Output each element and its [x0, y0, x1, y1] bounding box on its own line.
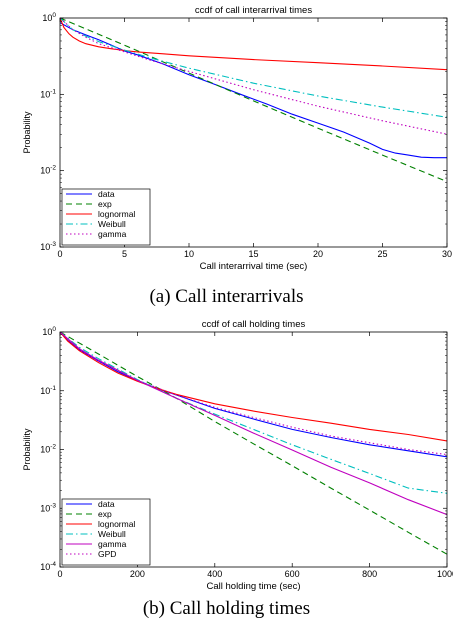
chart0-legend-label-data: data — [98, 189, 115, 199]
chart1-legend-box — [61, 498, 151, 566]
chart0-xtick-label: 5 — [122, 249, 127, 259]
caption-interarrival: (a) Call interarrivals — [149, 286, 304, 307]
chart-panel-interarrival: ccdf of call interarrival times 0 5 10 15 20 2… — [0, 0, 453, 312]
chart1-title: ccdf of call holding times — [202, 319, 306, 330]
chart0-xtick-label: 25 — [377, 249, 387, 259]
chart0-xtick-label: 10 — [184, 249, 194, 259]
chart1-legend-label-lognormal: lognormal — [98, 519, 135, 529]
chart1-legend-label-gamma: gamma — [98, 539, 127, 549]
chart1-xtick-label: 600 — [285, 569, 300, 579]
interarrival-chart: ccdf of call interarrival times 0 5 10 15 20 2… — [22, 5, 452, 272]
chart1-series-gpd-line — [60, 332, 447, 456]
chart0-xtick-label: 20 — [313, 249, 323, 259]
holding-chart: ccdf of call holding times 0 200 400 600 800 1… — [22, 319, 453, 592]
chart0-ytick-label: 10-3 — [40, 241, 56, 252]
chart1-series-data-line — [60, 332, 447, 458]
chart1-xtick-label: 400 — [207, 569, 222, 579]
chart0-ylabel: Probability — [22, 111, 32, 154]
chart1-ytick-label: 10-3 — [40, 502, 56, 513]
chart0-legend-label-lognormal: lognormal — [98, 209, 135, 219]
chart0-ytick-label: 100 — [42, 12, 56, 23]
chart1-ytick-label: 10-2 — [40, 444, 56, 455]
chart1-series-gamma-line — [60, 332, 447, 516]
chart0-series-lognormal-line — [60, 18, 447, 71]
chart1-xtick-label: 800 — [362, 569, 377, 579]
caption-holding: (b) Call holding times — [142, 598, 311, 619]
chart1-series-lognormal-line — [60, 332, 447, 442]
chart0-legend-label-exp: exp — [98, 199, 112, 209]
chart1-xlabel: Call holding time (sec) — [207, 581, 301, 592]
chart1-xtick-label: 0 — [57, 569, 62, 579]
chart0-series-data-line — [60, 22, 447, 159]
chart0-legend-label-gamma: gamma — [98, 229, 127, 239]
chart0-ytick-label: 10-2 — [40, 165, 56, 176]
chart0-xtick-label: 30 — [442, 249, 452, 259]
chart-panel-holding: ccdf of call holding times 0 200 400 600 800 1… — [0, 312, 453, 625]
chart0-series-weibull-line — [60, 18, 447, 118]
chart1-ytick-label: 10-4 — [40, 561, 56, 572]
chart1-ylabel: Probability — [22, 428, 32, 471]
chart1-legend-label-weibull: Weibull — [98, 529, 126, 539]
chart1-ytick-label: 100 — [42, 326, 56, 337]
chart1-legend-label-data: data — [98, 499, 115, 509]
chart1-xtick-label: 200 — [130, 569, 145, 579]
chart0-title: ccdf of call interarrival times — [195, 5, 312, 16]
chart1-series-exp-line — [60, 332, 447, 555]
chart0-series-exp-line — [60, 18, 447, 183]
chart0-legend-box — [61, 188, 151, 246]
chart0-xlabel: Call interarrival time (sec) — [200, 261, 308, 272]
chart1-ytick-label: 10-1 — [40, 385, 56, 396]
chart1-legend-label-exp: exp — [98, 509, 112, 519]
chart1-series-weibull-line — [60, 332, 447, 494]
chart1-xtick-label: 1000 — [437, 569, 453, 579]
chart0-xtick-label: 0 — [57, 249, 62, 259]
chart0-xtick-label: 15 — [248, 249, 258, 259]
chart0-series-gamma-line — [60, 18, 447, 135]
chart0-legend-label-weibull: Weibull — [98, 219, 126, 229]
chart1-legend-label-gpd: GPD — [98, 549, 116, 559]
chart0-ytick-label: 10-1 — [40, 88, 56, 99]
